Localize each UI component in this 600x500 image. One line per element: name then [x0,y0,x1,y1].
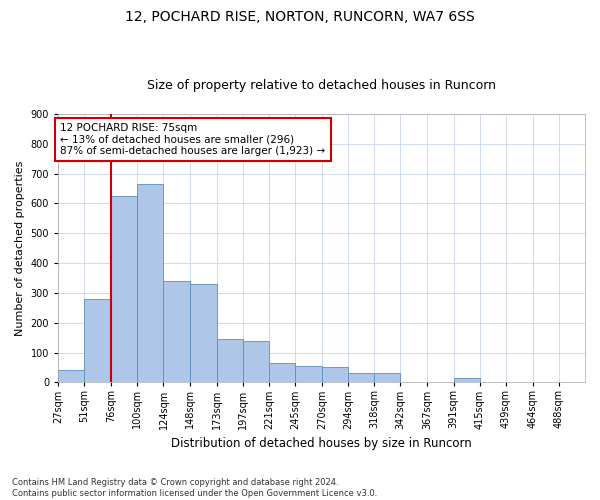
Bar [454,378,479,382]
Bar [348,374,374,382]
Bar [190,284,217,382]
Text: 12, POCHARD RISE, NORTON, RUNCORN, WA7 6SS: 12, POCHARD RISE, NORTON, RUNCORN, WA7 6… [125,10,475,24]
X-axis label: Distribution of detached houses by size in Runcorn: Distribution of detached houses by size … [171,437,472,450]
Y-axis label: Number of detached properties: Number of detached properties [15,160,25,336]
Title: Size of property relative to detached houses in Runcorn: Size of property relative to detached ho… [147,79,496,92]
Bar [217,339,243,382]
Bar [269,363,295,382]
Text: 12 POCHARD RISE: 75sqm
← 13% of detached houses are smaller (296)
87% of semi-de: 12 POCHARD RISE: 75sqm ← 13% of detached… [60,123,325,156]
Bar [58,370,84,382]
Bar [295,366,322,382]
Bar [322,368,348,382]
Bar [163,281,190,382]
Text: Contains HM Land Registry data © Crown copyright and database right 2024.
Contai: Contains HM Land Registry data © Crown c… [12,478,377,498]
Bar [243,340,269,382]
Bar [137,184,163,382]
Bar [374,374,400,382]
Bar [84,299,112,382]
Bar [112,196,137,382]
